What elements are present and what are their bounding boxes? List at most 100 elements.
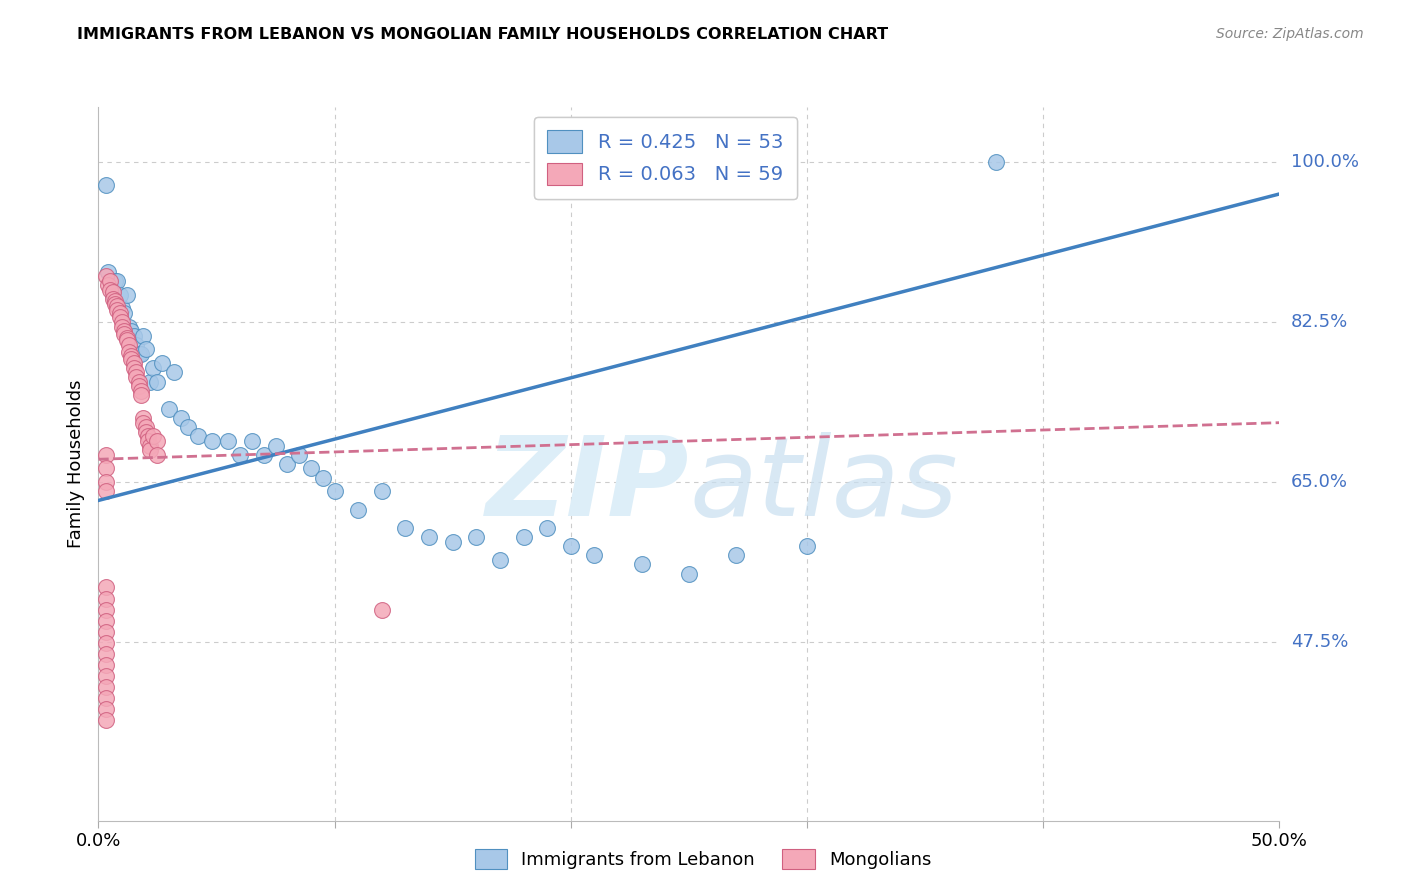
- Point: [112, 306, 135, 320]
- Point: [94, 614, 117, 628]
- Point: [139, 375, 162, 389]
- Point: [371, 484, 394, 499]
- Point: [299, 461, 322, 475]
- Point: [489, 553, 512, 567]
- Point: [146, 375, 169, 389]
- Point: [97, 278, 120, 293]
- Point: [94, 461, 117, 475]
- Point: [94, 658, 117, 673]
- Text: 82.5%: 82.5%: [1291, 313, 1348, 331]
- Point: [105, 300, 128, 314]
- Point: [108, 287, 131, 301]
- Legend: R = 0.425   N = 53, R = 0.063   N = 59: R = 0.425 N = 53, R = 0.063 N = 59: [534, 117, 797, 199]
- Point: [371, 603, 394, 617]
- Point: [135, 420, 157, 434]
- Point: [630, 558, 652, 572]
- Point: [125, 338, 148, 352]
- Point: [157, 401, 180, 416]
- Point: [115, 334, 138, 348]
- Point: [121, 351, 143, 366]
- Point: [132, 411, 155, 425]
- Point: [105, 303, 128, 318]
- Point: [163, 365, 186, 379]
- Point: [94, 625, 117, 640]
- Point: [253, 448, 276, 462]
- Point: [536, 521, 558, 535]
- Point: [142, 360, 165, 375]
- Point: [122, 360, 145, 375]
- Point: [94, 702, 117, 716]
- Point: [441, 534, 464, 549]
- Point: [94, 691, 117, 706]
- Point: [142, 429, 165, 443]
- Point: [146, 434, 169, 448]
- Point: [129, 384, 152, 398]
- Point: [418, 530, 440, 544]
- Point: [465, 530, 488, 544]
- Point: [94, 484, 117, 499]
- Point: [135, 343, 157, 357]
- Point: [150, 356, 173, 370]
- Point: [97, 265, 120, 279]
- Point: [121, 349, 143, 363]
- Point: [108, 306, 131, 320]
- Text: IMMIGRANTS FROM LEBANON VS MONGOLIAN FAMILY HOUSEHOLDS CORRELATION CHART: IMMIGRANTS FROM LEBANON VS MONGOLIAN FAM…: [77, 27, 889, 42]
- Point: [678, 566, 700, 581]
- Point: [796, 539, 818, 553]
- Point: [111, 315, 134, 329]
- Point: [94, 636, 117, 650]
- Point: [108, 310, 131, 325]
- Point: [118, 345, 141, 359]
- Point: [201, 434, 224, 448]
- Point: [512, 530, 534, 544]
- Point: [170, 411, 193, 425]
- Point: [583, 549, 606, 563]
- Point: [121, 324, 143, 338]
- Point: [94, 475, 117, 490]
- Point: [347, 502, 370, 516]
- Point: [128, 379, 150, 393]
- Point: [105, 274, 128, 288]
- Point: [128, 347, 150, 361]
- Point: [217, 434, 239, 448]
- Point: [94, 669, 117, 683]
- Point: [94, 580, 117, 594]
- Point: [139, 443, 162, 458]
- Y-axis label: Family Households: Family Households: [66, 380, 84, 548]
- Point: [98, 283, 121, 297]
- Point: [129, 388, 152, 402]
- Point: [276, 457, 298, 471]
- Point: [240, 434, 263, 448]
- Point: [94, 647, 117, 661]
- Point: [136, 434, 159, 448]
- Point: [115, 330, 138, 344]
- Point: [104, 274, 127, 288]
- Point: [139, 438, 162, 452]
- Legend: Immigrants from Lebanon, Mongolians: Immigrants from Lebanon, Mongolians: [465, 839, 941, 879]
- Point: [112, 324, 135, 338]
- Point: [101, 285, 124, 299]
- Text: atlas: atlas: [689, 432, 957, 539]
- Point: [94, 448, 117, 462]
- Text: 47.5%: 47.5%: [1291, 633, 1348, 651]
- Point: [104, 293, 127, 308]
- Point: [94, 592, 117, 607]
- Text: ZIP: ZIP: [485, 432, 689, 539]
- Point: [101, 287, 124, 301]
- Point: [94, 680, 117, 694]
- Point: [132, 328, 155, 343]
- Point: [312, 470, 335, 484]
- Point: [101, 292, 124, 306]
- Point: [394, 521, 416, 535]
- Point: [122, 356, 145, 370]
- Point: [94, 713, 117, 727]
- Point: [136, 429, 159, 443]
- Text: 100.0%: 100.0%: [1291, 153, 1358, 171]
- Point: [146, 448, 169, 462]
- Point: [560, 539, 582, 553]
- Point: [725, 549, 748, 563]
- Point: [94, 603, 117, 617]
- Point: [94, 269, 117, 284]
- Point: [111, 319, 134, 334]
- Point: [264, 438, 287, 452]
